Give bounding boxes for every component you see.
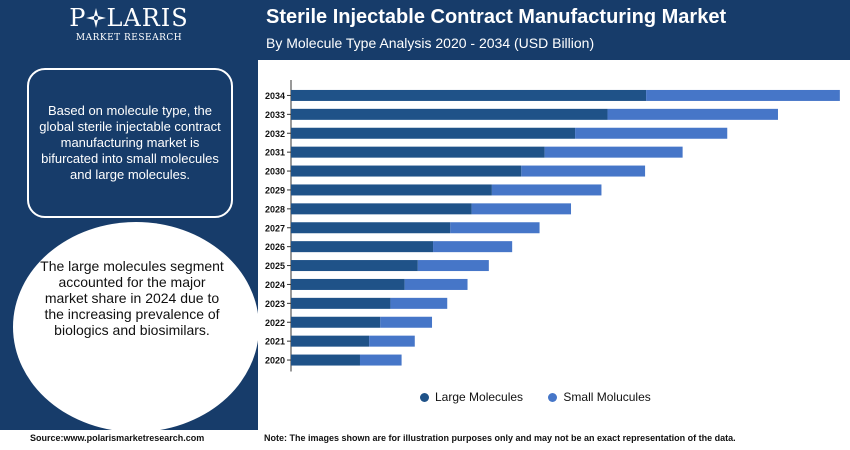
legend-item-small-molecules: Small Molucules <box>548 390 651 404</box>
y-tick-label: 2023 <box>265 299 285 309</box>
compass-star-icon <box>86 8 107 28</box>
y-tick-label: 2032 <box>265 129 285 139</box>
footer: Source:www.polarismarketresearch.com Not… <box>0 430 850 450</box>
y-tick-label: 2027 <box>265 223 285 233</box>
highlight-text: The large molecules segment accounted fo… <box>40 258 224 338</box>
logo-name: P LARIS <box>0 4 258 32</box>
logo-name-left: P <box>69 4 87 32</box>
bar-large-molecules <box>291 260 418 272</box>
bar-large-molecules <box>291 278 405 290</box>
y-tick-label: 2020 <box>265 356 285 366</box>
bar-large-molecules <box>291 316 381 328</box>
title-bar: Sterile Injectable Contract Manufacturin… <box>258 0 850 60</box>
bar-small-molecules <box>417 260 489 272</box>
bar-small-molecules <box>369 335 415 347</box>
bar-small-molecules <box>544 146 683 158</box>
chart-subtitle: By Molecule Type Analysis 2020 - 2034 (U… <box>266 35 595 51</box>
bar-large-molecules <box>291 354 360 366</box>
bar-small-molecules <box>607 108 778 120</box>
bar-small-molecules <box>575 127 728 139</box>
bar-large-molecules <box>291 222 451 234</box>
bar-large-molecules <box>291 184 492 196</box>
y-tick-label: 2028 <box>265 204 285 214</box>
bar-large-molecules <box>291 241 434 253</box>
info-box: Based on molecule type, the global steri… <box>27 68 233 218</box>
logo-subtitle: MARKET RESEARCH <box>75 33 183 43</box>
legend-label-small-molecules: Small Molucules <box>563 390 651 404</box>
highlight-circle <box>13 222 259 432</box>
y-tick-label: 2031 <box>265 148 285 158</box>
bar-large-molecules <box>291 165 522 177</box>
y-tick-label: 2025 <box>265 261 285 271</box>
y-tick-label: 2034 <box>265 91 285 101</box>
y-tick-label: 2033 <box>265 110 285 120</box>
y-tick-label: 2021 <box>265 337 285 347</box>
bar-small-molecules <box>521 165 646 177</box>
bar-small-molecules <box>646 89 840 101</box>
bar-large-molecules <box>291 89 647 101</box>
y-tick-label: 2030 <box>265 167 285 177</box>
bar-large-molecules <box>291 203 472 215</box>
y-tick-label: 2022 <box>265 318 285 328</box>
bar-small-molecules <box>404 278 468 290</box>
y-tick-label: 2029 <box>265 185 285 195</box>
bar-small-molecules <box>359 354 402 366</box>
chart-title: Sterile Injectable Contract Manufacturin… <box>266 6 727 28</box>
legend-dot-large-molecules <box>420 392 429 402</box>
bar-small-molecules <box>433 241 513 253</box>
bar-small-molecules <box>380 316 433 328</box>
bar-small-molecules <box>491 184 602 196</box>
legend-item-large-molecules: Large Molecules <box>420 390 523 404</box>
y-tick-label: 2024 <box>265 280 285 290</box>
bar-large-molecules <box>291 146 545 158</box>
source-text: Source:www.polarismarketresearch.com <box>30 433 205 443</box>
y-tick-label: 2026 <box>265 242 285 252</box>
logo: P LARIS MARKET RESEARCH <box>0 4 258 43</box>
bar-large-molecules <box>291 297 391 309</box>
legend: Large Molecules Small Molucules <box>420 390 673 405</box>
logo-name-right: LARIS <box>106 4 189 32</box>
bar-small-molecules <box>390 297 448 309</box>
bar-small-molecules <box>471 203 572 215</box>
bar-chart: 2034 2033 2032 2031 2030 2029 2028 2027 2026 2025… <box>265 80 840 372</box>
legend-dot-small-molecules <box>548 392 558 402</box>
disclaimer-note: Note: The images shown are for illustrat… <box>264 433 736 443</box>
legend-label-large-molecules: Large Molecules <box>435 390 524 404</box>
bar-large-molecules <box>291 127 576 139</box>
bar-large-molecules <box>291 108 608 120</box>
bar-small-molecules <box>450 222 540 234</box>
info-text: Based on molecule type, the global steri… <box>39 103 221 182</box>
bar-large-molecules <box>291 335 370 347</box>
